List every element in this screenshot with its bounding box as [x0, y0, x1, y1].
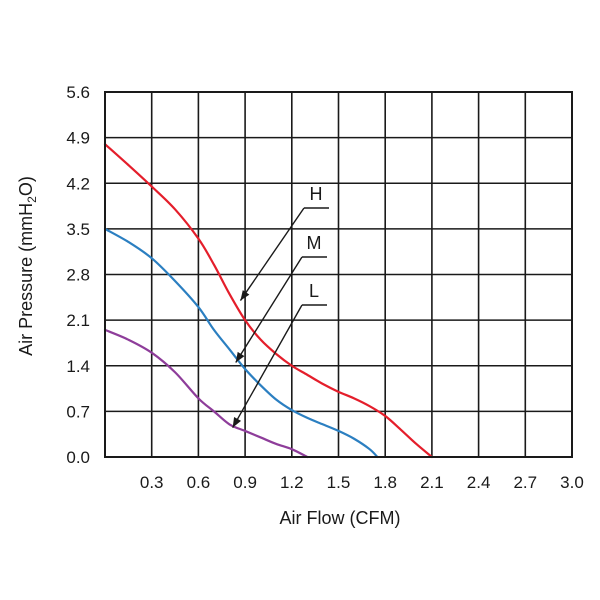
x-tick-label: 0.9 — [233, 473, 257, 492]
annotation-arrowhead — [240, 290, 250, 301]
x-axis-label: Air Flow (CFM) — [280, 508, 401, 528]
x-tick-label: 1.2 — [280, 473, 304, 492]
annotation-l: L — [232, 281, 327, 429]
annotation-leader — [235, 256, 303, 363]
y-tick-label: 4.2 — [66, 174, 90, 193]
annotation-label: H — [310, 184, 323, 204]
annotation-h: H — [239, 184, 329, 301]
annotations: H M L — [232, 184, 329, 429]
grid — [105, 91, 573, 458]
x-tick-label: 0.3 — [140, 473, 164, 492]
x-tick-labels: 0.3 0.6 0.9 1.2 1.5 1.8 2.1 2.4 2.7 3.0 — [140, 473, 584, 492]
x-tick-label: 2.4 — [467, 473, 491, 492]
annotation-arrowhead — [232, 416, 242, 428]
x-tick-label: 2.7 — [513, 473, 537, 492]
y-tick-label: 0.0 — [66, 448, 90, 467]
y-tick-label: 2.1 — [66, 311, 90, 330]
y-tick-label: 4.9 — [66, 129, 90, 148]
plot-frame — [104, 91, 573, 458]
y-tick-label: 5.6 — [66, 83, 90, 102]
series-layer — [103, 143, 433, 459]
x-tick-label: 3.0 — [560, 473, 584, 492]
y-tick-label: 3.5 — [66, 220, 90, 239]
x-tick-label: 2.1 — [420, 473, 444, 492]
series-line-m — [103, 227, 379, 459]
annotation-m: M — [235, 233, 327, 363]
series-line-l — [103, 328, 309, 459]
annotation-label: L — [309, 281, 319, 301]
annotation-arrowhead — [235, 351, 245, 363]
x-tick-label: 1.5 — [327, 473, 351, 492]
annotation-leader — [232, 304, 303, 429]
y-axis-label: Air Pressure (mmH2O) — [16, 176, 39, 356]
series-line-h — [103, 143, 433, 459]
y-tick-label: 1.4 — [66, 357, 90, 376]
y-tick-label: 0.7 — [66, 402, 90, 421]
annotation-leader — [239, 207, 305, 301]
x-tick-label: 1.8 — [373, 473, 397, 492]
x-tick-label: 0.6 — [187, 473, 211, 492]
annotation-label: M — [307, 233, 322, 253]
y-tick-labels: 0.0 0.7 1.4 2.1 2.8 3.5 4.2 4.9 5.6 — [66, 83, 90, 467]
y-tick-label: 2.8 — [66, 266, 90, 285]
